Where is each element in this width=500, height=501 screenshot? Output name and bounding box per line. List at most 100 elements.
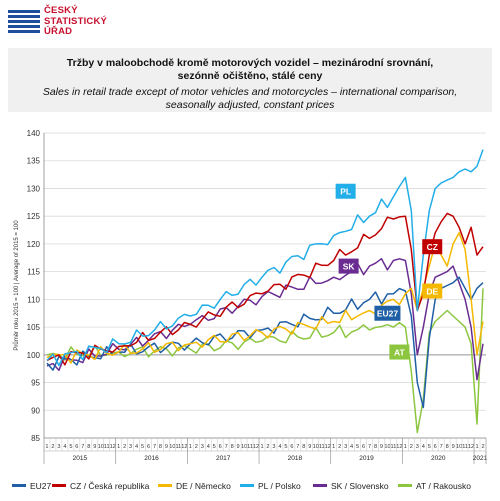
x-month-label: 2 bbox=[266, 444, 269, 450]
legend-swatch bbox=[158, 484, 172, 488]
x-month-label: 5 bbox=[284, 444, 287, 450]
y-tick-label: 105 bbox=[27, 323, 41, 332]
x-month-label: 1 bbox=[475, 444, 478, 450]
x-month-label: 7 bbox=[153, 444, 156, 450]
series-label-de: DE bbox=[426, 287, 438, 297]
title-en-line-2: seasonally adjusted, constant prices bbox=[165, 98, 335, 111]
x-month-label: 4 bbox=[135, 444, 138, 450]
title-box: Tržby v maloobchodě kromě motorových voz… bbox=[8, 48, 492, 112]
x-month-label: 2 bbox=[51, 444, 54, 450]
x-month-label: 12 bbox=[325, 444, 331, 450]
x-month-label: 1 bbox=[45, 444, 48, 450]
x-month-label: 5 bbox=[428, 444, 431, 450]
y-tick-label: 135 bbox=[27, 157, 41, 166]
x-month-label: 7 bbox=[368, 444, 371, 450]
x-month-label: 8 bbox=[302, 444, 305, 450]
x-month-label: 11 bbox=[104, 444, 110, 450]
x-year-label: 2016 bbox=[144, 455, 159, 462]
legend-item-pl: PL / Polsko bbox=[240, 478, 301, 494]
x-month-label: 11 bbox=[319, 444, 325, 450]
x-year-label: 2020 bbox=[431, 455, 446, 462]
title-en-line-1: Sales in retail trade except of motor ve… bbox=[42, 86, 458, 98]
x-month-label: 6 bbox=[362, 444, 365, 450]
title-cz-line-2: sezónně očištěno, stálé ceny bbox=[177, 70, 323, 82]
y-tick-label: 140 bbox=[27, 129, 41, 138]
x-month-label: 3 bbox=[344, 444, 347, 450]
legend-label: CZ / Česká republika bbox=[70, 481, 150, 491]
legend-item-at: AT / Rakousko bbox=[398, 478, 471, 494]
x-month-label: 3 bbox=[416, 444, 419, 450]
x-month-label: 11 bbox=[391, 444, 397, 450]
x-month-label: 10 bbox=[313, 444, 319, 450]
series-line-cz bbox=[46, 212, 484, 366]
x-year-label: 2021 bbox=[473, 455, 488, 462]
x-month-label: 6 bbox=[219, 444, 222, 450]
y-tick-label: 90 bbox=[31, 406, 40, 415]
chart-title-cz: Tržby v maloobchodě kromě motorových voz… bbox=[8, 57, 492, 83]
x-month-label: 9 bbox=[452, 444, 455, 450]
x-month-label: 1 bbox=[404, 444, 407, 450]
y-tick-label: 125 bbox=[27, 212, 41, 221]
series-label-box-de bbox=[422, 283, 443, 299]
series-label-box-cz bbox=[422, 239, 443, 255]
y-tick-label: 130 bbox=[27, 184, 41, 193]
x-month-label: 5 bbox=[356, 444, 359, 450]
x-month-label: 9 bbox=[308, 444, 311, 450]
chart-title-en: Sales in retail trade except of motor ve… bbox=[8, 86, 492, 111]
y-tick-label: 115 bbox=[27, 268, 40, 277]
x-month-label: 12 bbox=[181, 444, 187, 450]
series-label-box-sk bbox=[338, 258, 359, 274]
series-label-eu27: EU27 bbox=[377, 309, 399, 319]
line-chart: 859095100105110115120125130135140Průměr … bbox=[13, 129, 488, 464]
x-year-label: 2015 bbox=[73, 455, 88, 462]
x-month-label: 4 bbox=[350, 444, 353, 450]
series-label-box-eu27 bbox=[374, 305, 401, 321]
x-month-label: 9 bbox=[93, 444, 96, 450]
title-cz-line-1: Tržby v maloobchodě kromě motorových voz… bbox=[66, 57, 434, 69]
x-month-label: 3 bbox=[272, 444, 275, 450]
x-month-label: 10 bbox=[169, 444, 175, 450]
x-month-label: 9 bbox=[165, 444, 168, 450]
x-month-label: 7 bbox=[440, 444, 443, 450]
x-month-label: 11 bbox=[247, 444, 253, 450]
x-month-label: 3 bbox=[129, 444, 132, 450]
x-month-label: 3 bbox=[201, 444, 204, 450]
x-month-label: 6 bbox=[147, 444, 150, 450]
x-month-label: 10 bbox=[98, 444, 104, 450]
x-month-label: 9 bbox=[380, 444, 383, 450]
logo-line-1: ČESKÝ bbox=[44, 5, 78, 16]
x-month-label: 12 bbox=[253, 444, 259, 450]
x-month-label: 5 bbox=[69, 444, 72, 450]
x-month-label: 5 bbox=[141, 444, 144, 450]
x-month-label: 12 bbox=[468, 444, 474, 450]
x-month-label: 12 bbox=[396, 444, 402, 450]
logo-line-2: STATISTICKÝ bbox=[44, 15, 108, 27]
x-month-label: 8 bbox=[159, 444, 162, 450]
x-month-label: 6 bbox=[290, 444, 293, 450]
x-month-label: 1 bbox=[260, 444, 263, 450]
x-month-label: 2 bbox=[123, 444, 126, 450]
x-month-label: 1 bbox=[117, 444, 120, 450]
series-label-pl: PL bbox=[340, 187, 351, 197]
x-month-label: 2 bbox=[481, 444, 484, 450]
x-month-label: 7 bbox=[81, 444, 84, 450]
x-month-label: 5 bbox=[213, 444, 216, 450]
legend-swatch bbox=[12, 484, 26, 488]
y-tick-label: 120 bbox=[27, 240, 41, 249]
x-month-label: 11 bbox=[462, 444, 468, 450]
x-month-label: 3 bbox=[57, 444, 60, 450]
legend-swatch bbox=[313, 484, 327, 488]
x-month-label: 1 bbox=[332, 444, 335, 450]
x-month-label: 11 bbox=[175, 444, 181, 450]
logo-text: ČESKÝ STATISTICKÝ ÚŘAD bbox=[44, 5, 108, 38]
x-month-label: 9 bbox=[237, 444, 240, 450]
x-month-label: 4 bbox=[63, 444, 66, 450]
legend-label: SK / Slovensko bbox=[331, 481, 389, 491]
x-month-label: 4 bbox=[422, 444, 425, 450]
x-month-label: 4 bbox=[207, 444, 210, 450]
logo-line-3: ÚŘAD bbox=[44, 26, 73, 37]
legend-label: PL / Polsko bbox=[258, 481, 301, 491]
x-month-label: 1 bbox=[189, 444, 192, 450]
x-month-label: 6 bbox=[75, 444, 78, 450]
x-month-label: 2 bbox=[338, 444, 341, 450]
